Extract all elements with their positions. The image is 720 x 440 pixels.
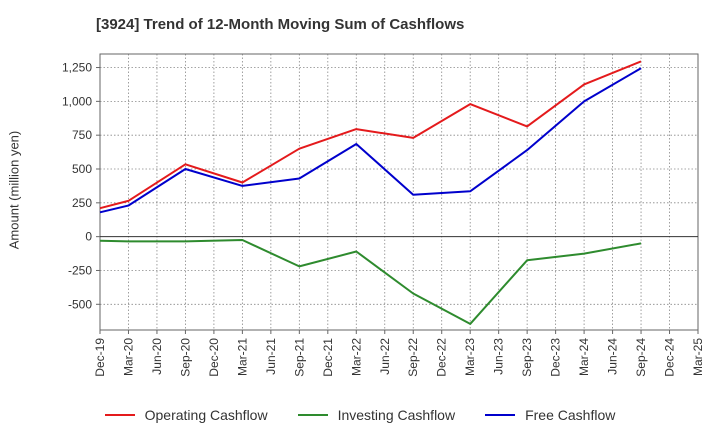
x-tick-label: Jun-23: [492, 338, 506, 375]
y-tick-label: -500: [68, 297, 92, 311]
x-tick-label: Mar-20: [121, 338, 135, 376]
legend-item-free-cashflow: Free Cashflow: [485, 407, 615, 423]
legend-swatch: [104, 414, 135, 416]
chart-title: [3924] Trend of 12-Month Moving Sum of C…: [96, 16, 465, 33]
x-tick-label: Jun-21: [264, 338, 278, 375]
y-tick-label: 0: [85, 230, 92, 244]
x-tick-label: Dec-20: [207, 338, 221, 377]
x-tick-label: Sep-23: [520, 338, 534, 377]
y-tick-label: 1,000: [62, 94, 92, 108]
y-tick-label: 250: [72, 196, 92, 210]
x-tick-label: Jun-20: [150, 338, 164, 375]
x-tick-label: Mar-24: [577, 338, 591, 376]
legend-item-investing-cashflow: Investing Cashflow: [297, 407, 456, 423]
legend: Operating Cashflow Investing Cashflow Free…: [0, 404, 720, 426]
legend-label: Investing Cashflow: [337, 407, 456, 423]
x-tick-label: Sep-20: [178, 338, 192, 377]
x-tick-label: Mar-22: [349, 338, 363, 376]
x-tick-label: Mar-21: [235, 338, 249, 376]
x-tick-label: Mar-25: [691, 338, 705, 376]
free-cashflow-line: [99, 67, 642, 214]
y-tick-label: 1,250: [62, 61, 92, 75]
operating-cashflow-line: [99, 60, 642, 210]
legend-swatch: [297, 414, 328, 416]
x-tick-label: Dec-22: [435, 338, 449, 377]
y-tick-labels: -500 -250 0 250 500 750 1,000 1,250: [62, 61, 92, 312]
x-tick-labels: Dec-19 Mar-20 Jun-20 Sep-20 Dec-20 Mar-21 Jun-…: [93, 338, 705, 377]
line-chart: -500 -250 0 250 500 750 1,000 1,250 Dec-19 Mar-2…: [62, 53, 705, 377]
x-tick-label: Sep-21: [292, 338, 306, 377]
axes: [96, 53, 699, 334]
y-tick-label: -250: [68, 263, 92, 277]
investing-cashflow-line: [99, 239, 642, 325]
x-tick-label: Jun-24: [606, 338, 620, 375]
x-tick-label: Mar-23: [463, 338, 477, 376]
plot-frame: [99, 53, 699, 331]
y-tick-label: 500: [72, 162, 92, 176]
x-tick-label: Dec-24: [663, 338, 677, 377]
series-lines: [99, 60, 642, 325]
x-tick-label: Dec-19: [93, 338, 107, 377]
x-tick-label: Dec-21: [321, 338, 335, 377]
legend-label: Operating Cashflow: [144, 407, 268, 423]
legend-swatch: [485, 414, 516, 416]
grid-lines: [100, 54, 698, 330]
x-tick-label: Jun-22: [378, 338, 392, 375]
legend-label: Free Cashflow: [525, 407, 616, 423]
x-tick-label: Sep-22: [406, 338, 420, 377]
legend-item-operating-cashflow: Operating Cashflow: [104, 407, 268, 423]
x-tick-label: Sep-24: [634, 338, 648, 377]
x-tick-label: Dec-23: [549, 338, 563, 377]
y-tick-label: 750: [72, 128, 92, 142]
